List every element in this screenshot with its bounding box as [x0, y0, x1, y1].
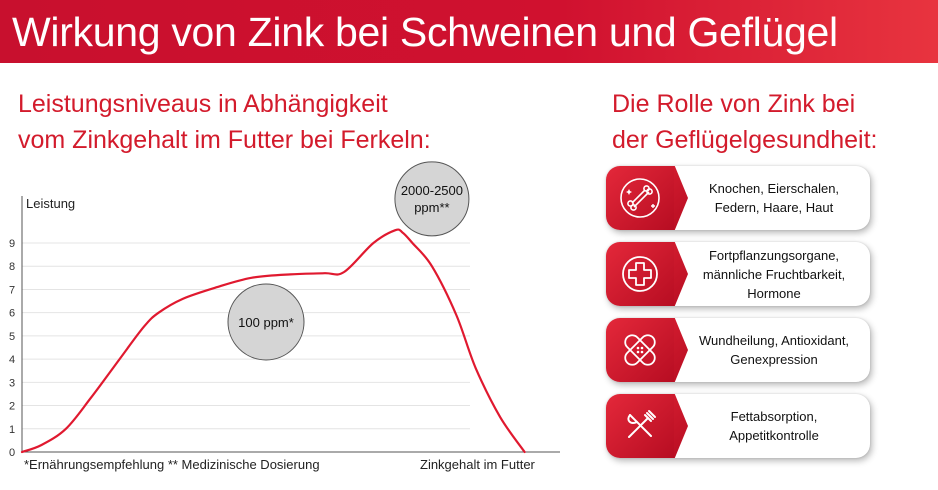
- performance-curve: [20, 228, 526, 454]
- role-card-line: Federn, Haare, Haut: [714, 200, 834, 215]
- bubble-2000-2500ppm-label-line-2: ppm**: [414, 200, 449, 215]
- y-tick-label: 7: [9, 284, 15, 296]
- role-card-text: Fettabsorption, Appetitkontrolle: [684, 394, 864, 458]
- chart-heading: Leistungsniveaus in Abhängigkeit vom Zin…: [18, 86, 488, 158]
- footnote-dosage-legend: *Ernährungsempfehlung ** Medizinische Do…: [24, 457, 320, 472]
- role-card-text: Wundheilung, Antioxidant, Genexpression: [684, 318, 864, 382]
- role-card-line: Fortpflanzungsorgane,: [708, 247, 840, 263]
- y-tick-label: 6: [9, 308, 15, 320]
- y-tick-label: 4: [9, 354, 15, 366]
- performance-curve-layer: [20, 228, 526, 454]
- y-tick-label: 9: [9, 238, 15, 250]
- role-card-line: Knochen, Eierschalen,: [708, 181, 840, 196]
- header-banner: Wirkung von Zink bei Schweinen und Geflü…: [0, 0, 938, 63]
- chart-heading-line-1: Leistungsniveaus in Abhängigkeit: [18, 90, 388, 118]
- y-axis-label: Leistung: [26, 196, 75, 211]
- role-card-line: Genexpression: [730, 352, 818, 367]
- page-title: Wirkung von Zink bei Schweinen und Geflü…: [12, 9, 838, 55]
- bandage-icon: [624, 334, 656, 366]
- role-card-wound-healing: Wundheilung, Antioxidant, Genexpression: [606, 318, 870, 382]
- role-card-text: Fortpflanzungsorgane, männliche Fruchtba…: [684, 242, 864, 306]
- role-card-text: Knochen, Eierschalen, Federn, Haare, Hau…: [684, 166, 864, 230]
- y-tick-label: 8: [9, 261, 15, 273]
- chart-axes: Leistung: [21, 196, 560, 453]
- role-card-badge: [606, 318, 674, 382]
- role-card-line: Wundheilung, Antioxidant,: [698, 333, 850, 348]
- poultry-heading: Die Rolle von Zink bei der Geflügelgesun…: [612, 86, 932, 158]
- bubble-100ppm: [227, 283, 305, 361]
- bone-icon: [620, 178, 660, 218]
- chart-heading-line-2: vom Zinkgehalt im Futter bei Ferkeln:: [18, 126, 431, 154]
- bubble-2000-2500ppm-label-line-1: 2000-2500: [401, 183, 463, 198]
- x-axis-label: Zinkgehalt im Futter: [420, 457, 535, 472]
- role-card-line: männliche Fruchtbarkeit,: [702, 266, 846, 282]
- y-tick-label: 1: [9, 424, 15, 436]
- y-tick-label: 2: [9, 401, 15, 413]
- y-tick-labels: 0 1 2 3 4 5 6 7 8 9: [9, 238, 15, 459]
- role-card-line: Appetitkontrolle: [729, 428, 819, 443]
- bubble-100ppm-label: 100 ppm*: [238, 315, 294, 330]
- bubble-2000-2500ppm: [394, 161, 470, 237]
- zinc-performance-chart: Leistung 0 1 2 3 4 5 6 7 8 9 100 ppm* 2000-2500 ppm…: [9, 161, 560, 459]
- poultry-heading-line-2: der Geflügelgesundheit:: [612, 126, 878, 154]
- y-tick-label: 5: [9, 331, 15, 343]
- dosage-bubbles: 100 ppm* 2000-2500 ppm**: [227, 161, 470, 361]
- role-card-bones: Knochen, Eierschalen, Federn, Haare, Hau…: [606, 166, 870, 230]
- role-card-line: Hormone: [747, 285, 801, 301]
- poultry-heading-line-1: Die Rolle von Zink bei: [612, 90, 856, 118]
- role-card-reproduction: Fortpflanzungsorgane, männliche Fruchtba…: [606, 242, 870, 306]
- y-tick-label: 0: [9, 447, 15, 459]
- role-card-badge: [606, 166, 674, 230]
- role-card-badge: [606, 242, 674, 306]
- y-tick-label: 3: [9, 377, 15, 389]
- cutlery-icon: [627, 410, 656, 438]
- role-card-line: Fettabsorption,: [730, 409, 818, 424]
- medical-cross-icon: [622, 256, 658, 292]
- role-card-digestion: Fettabsorption, Appetitkontrolle: [606, 394, 870, 458]
